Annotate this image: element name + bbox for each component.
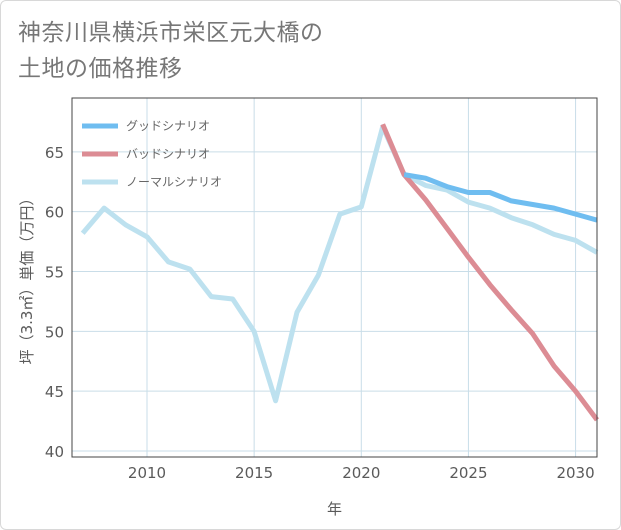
y-axis-label: 坪（3.3㎡）単価（万円） bbox=[18, 191, 36, 365]
series-line-good bbox=[403, 172, 598, 223]
y-tick-labels: 40 45 50 55 60 65 bbox=[45, 144, 64, 461]
y-tick-label: 65 bbox=[45, 144, 64, 162]
x-tick-label: 2025 bbox=[449, 464, 487, 482]
legend-label-good: グッドシナリオ bbox=[126, 119, 210, 133]
x-tick-label: 2030 bbox=[556, 464, 594, 482]
series-lines bbox=[80, 123, 600, 422]
y-tick-label: 50 bbox=[45, 323, 64, 341]
series-line-normal bbox=[80, 124, 599, 404]
legend-label-normal: ノーマルシナリオ bbox=[126, 175, 222, 189]
y-tick-label: 55 bbox=[45, 264, 64, 282]
page-title: 神奈川県横浜市栄区元大橋の 土地の価格推移 bbox=[18, 15, 324, 87]
y-tick-label: 60 bbox=[45, 204, 64, 222]
y-tick-label: 45 bbox=[45, 383, 64, 401]
x-tick-label: 2015 bbox=[235, 464, 273, 482]
y-tick-label: 40 bbox=[45, 443, 64, 461]
grid-lines bbox=[72, 98, 597, 457]
x-tick-labels: 2010 2015 2020 2025 2030 bbox=[128, 464, 595, 482]
page-title-line1: 神奈川県横浜市栄区元大橋の bbox=[18, 20, 324, 46]
x-tick-label: 2020 bbox=[342, 464, 380, 482]
plot-frame bbox=[71, 97, 598, 458]
legend-label-bad: バッドシナリオ bbox=[126, 147, 210, 161]
x-axis-label: 年 bbox=[327, 500, 342, 518]
series-line-bad bbox=[380, 123, 600, 422]
x-tick-label: 2010 bbox=[128, 464, 166, 482]
page-title-line2: 土地の価格推移 bbox=[18, 56, 183, 82]
